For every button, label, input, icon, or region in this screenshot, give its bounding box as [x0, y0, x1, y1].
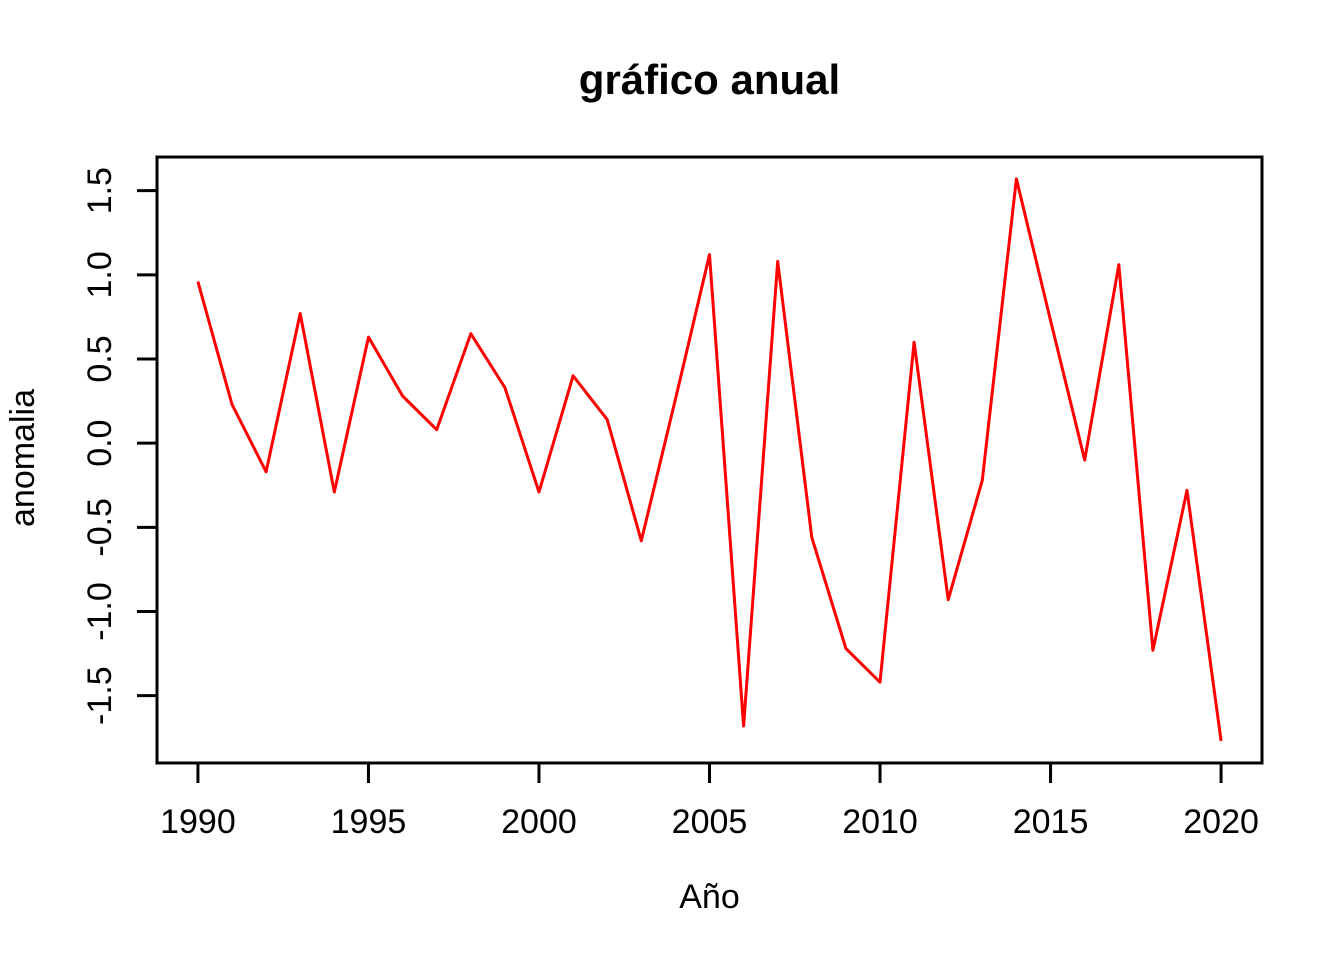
x-tick-label: 2015 [1013, 803, 1089, 841]
x-tick-label: 1990 [160, 803, 236, 841]
x-tick-label: 2020 [1183, 803, 1259, 841]
y-tick-label: -1.0 [81, 582, 119, 641]
anomaly-line [196, 177, 1223, 742]
x-tick-label: 1995 [331, 803, 407, 841]
y-axis-label: anomalia [4, 389, 42, 527]
y-tick-label: 0.5 [81, 335, 119, 382]
y-tick-label: -1.5 [81, 666, 119, 725]
x-tick-label: 2005 [672, 803, 748, 841]
x-tick-label: 2000 [501, 803, 577, 841]
x-tick-label: 2010 [842, 803, 918, 841]
y-tick-label: 1.5 [81, 167, 119, 214]
y-tick-label: 0.0 [81, 420, 119, 467]
y-tick-label: 1.0 [81, 251, 119, 298]
chart-title: gráfico anual [578, 56, 841, 103]
plot-border [155, 155, 1264, 765]
x-axis-label: Año [679, 878, 740, 916]
y-tick-label: -0.5 [81, 498, 119, 557]
